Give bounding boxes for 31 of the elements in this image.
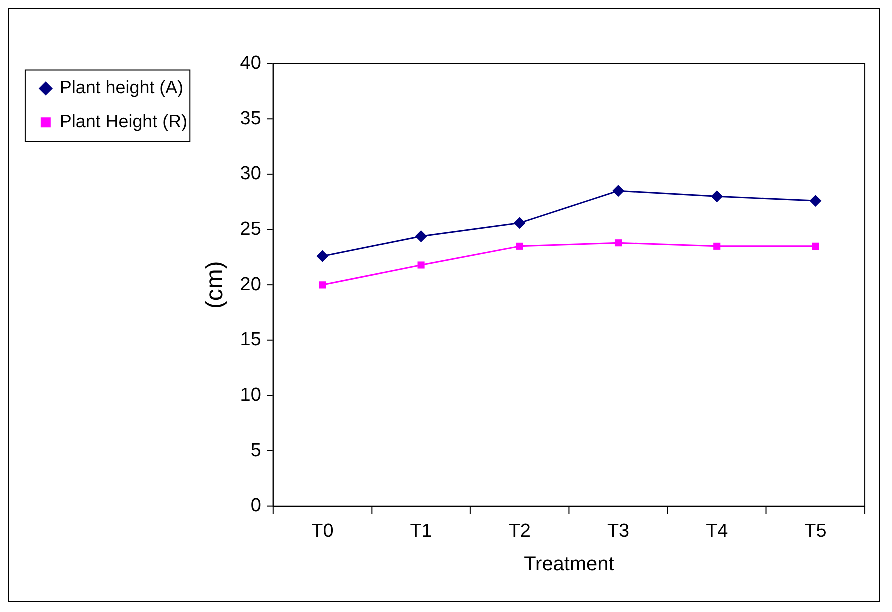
point bbox=[612, 185, 624, 198]
y-axis-title: (cm) bbox=[202, 261, 229, 310]
point bbox=[516, 242, 524, 250]
point bbox=[418, 262, 425, 269]
y-tick-label: 5 bbox=[250, 440, 262, 462]
point bbox=[415, 230, 428, 242]
y-tick-label: 30 bbox=[240, 164, 262, 185]
legend-label: Plant Height (R) bbox=[60, 112, 188, 132]
y-tick-label: 10 bbox=[240, 385, 262, 406]
point bbox=[614, 240, 622, 247]
point bbox=[319, 282, 326, 289]
y-tick-label: 25 bbox=[240, 219, 262, 240]
x-tick-label: T2 bbox=[508, 521, 531, 542]
point bbox=[810, 195, 822, 208]
point bbox=[711, 190, 724, 203]
point bbox=[514, 217, 526, 230]
legend-label: Plant height (A) bbox=[60, 78, 184, 98]
point bbox=[812, 242, 820, 250]
point bbox=[316, 250, 329, 262]
y-tick-label: 40 bbox=[240, 53, 262, 74]
y-tick-label: 15 bbox=[240, 330, 262, 351]
y-tick-label: 20 bbox=[240, 274, 262, 296]
x-axis-title: Treatment bbox=[524, 554, 615, 576]
y-tick-label: 0 bbox=[250, 496, 262, 517]
x-tick-label: T4 bbox=[706, 521, 728, 542]
point bbox=[714, 242, 721, 250]
x-tick-label: T3 bbox=[607, 521, 630, 542]
x-tick-label: T1 bbox=[410, 521, 432, 542]
y-tick-label: 35 bbox=[240, 108, 262, 130]
x-tick-label: T0 bbox=[312, 521, 334, 542]
x-tick-label: T5 bbox=[804, 521, 827, 542]
